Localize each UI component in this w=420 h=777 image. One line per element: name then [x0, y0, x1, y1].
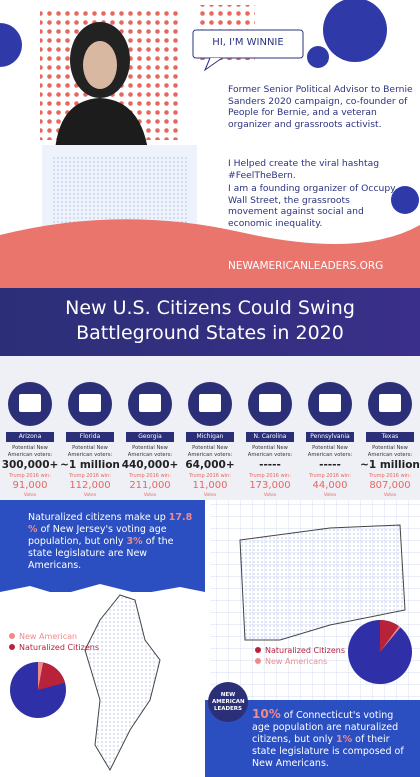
state-name: Georgia [126, 432, 174, 442]
trump-label: Trump 2016 win: [249, 473, 291, 479]
votes-label: Votes [23, 493, 37, 498]
trump: 44,000 [312, 480, 348, 491]
voters: 64,000+ [185, 459, 235, 471]
voters-label: Potential New American voters: [127, 445, 173, 458]
state-shape [379, 394, 401, 412]
pie-slice [380, 620, 399, 652]
state-name: Arizona [6, 432, 54, 442]
votes-label: Votes [203, 493, 217, 498]
stat: 17.8 % [28, 512, 193, 535]
states: Arizona Potential New American voters: 300… [0, 356, 420, 500]
text: of New Jersey's voting age population, b… [28, 524, 167, 547]
voters: ----- [259, 459, 281, 471]
bio: I am a founding organizer of Occupy Wall… [228, 183, 396, 229]
pie-slice [38, 662, 44, 690]
voters-label: Potential New American voters: [367, 445, 413, 458]
voters: ----- [319, 459, 341, 471]
voters: ~1 million [60, 459, 120, 471]
votes-label: Votes [383, 493, 397, 498]
trump-label: Trump 2016 win: [69, 473, 111, 479]
pie-slice [38, 662, 66, 690]
voters: ~1 million [360, 459, 420, 471]
trump-label: Trump 2016 win: [9, 473, 51, 479]
text: of Connecticut's voting age population a… [252, 710, 399, 745]
votes-label: Votes [263, 493, 277, 498]
pie-slice [380, 626, 401, 652]
state-shape [199, 394, 221, 412]
nj-text: Naturalized citizens make up 17.8 % of N… [28, 512, 193, 572]
voters-label: Potential New American voters: [67, 445, 113, 458]
state-shape [319, 394, 341, 412]
state-shape [79, 394, 101, 412]
legend-label: Naturalized Citizens [265, 646, 345, 655]
banner-title: New U.S. Citizens Could Swing Battlegrou… [65, 297, 355, 344]
state-name: Texas [366, 432, 414, 442]
greeting: HI, I'M WINNIE [212, 37, 284, 48]
voters: 300,000+ [1, 459, 59, 471]
votes-label: Votes [143, 493, 157, 498]
ct-text: 10% of Connecticut's voting age populati… [252, 708, 412, 770]
legend-dot [9, 633, 15, 639]
legend-label: New American [19, 632, 77, 641]
url: NEWAMERICANLEADERS.ORG [228, 260, 384, 272]
text: of their state legislature is composed o… [252, 734, 404, 769]
legend-dot [9, 644, 15, 650]
legend-label: New Americans [265, 657, 327, 666]
bio: I Helped create the viral hashtag #FeelT… [228, 158, 380, 181]
trump: 173,000 [249, 480, 291, 491]
stat: 1% [336, 734, 353, 745]
stat: 3% [126, 536, 143, 547]
legend-label: Naturalized Citizens [19, 643, 99, 652]
trump-label: Trump 2016 win: [369, 473, 411, 479]
logo: NEW AMERICAN LEADERS [212, 692, 245, 712]
legend-dot [255, 647, 261, 653]
state-shape [139, 394, 161, 412]
voters: 440,000+ [121, 459, 179, 471]
state-shape [19, 394, 41, 412]
trump: 211,000 [129, 480, 171, 491]
trump: 11,000 [192, 480, 228, 491]
voters-label: Potential New American voters: [7, 445, 53, 458]
state-shape [259, 394, 281, 412]
legend-dot [255, 658, 261, 664]
votes-label: Votes [323, 493, 337, 498]
state-name: N. Carolina [246, 432, 294, 442]
trump: 91,000 [12, 480, 48, 491]
voters-label: Potential New American voters: [307, 445, 353, 458]
voters-label: Potential New American voters: [187, 445, 233, 458]
trump-label: Trump 2016 win: [189, 473, 231, 479]
state-name: Michigan [186, 432, 234, 442]
votes-label: Votes [83, 493, 97, 498]
state-name: Pennsylvania [306, 432, 354, 442]
trump: 112,000 [69, 480, 111, 491]
trump: 807,000 [369, 480, 411, 491]
voters-label: Potential New American voters: [247, 445, 293, 458]
text: of the state legislature are New America… [28, 536, 174, 571]
bio: Former Senior Political Advisor to Berni… [228, 84, 413, 130]
stat: 10% [252, 707, 281, 721]
trump-label: Trump 2016 win: [129, 473, 171, 479]
state-name: Florida [66, 432, 114, 442]
text: Naturalized citizens make up [28, 512, 166, 523]
trump-label: Trump 2016 win: [309, 473, 351, 479]
